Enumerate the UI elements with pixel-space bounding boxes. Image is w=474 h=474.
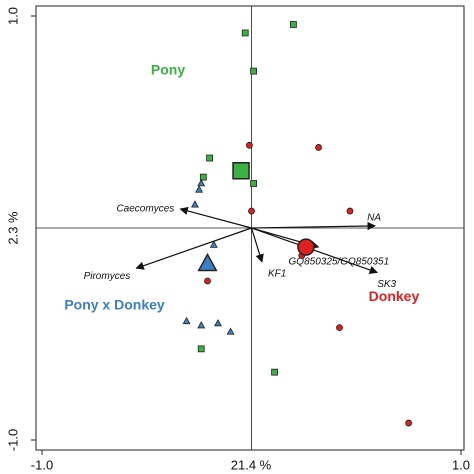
point bbox=[405, 419, 413, 427]
loading-arrow bbox=[251, 221, 376, 231]
loading-label: NA bbox=[367, 213, 381, 224]
loading-label: Piromyces bbox=[84, 271, 131, 282]
group-label: Pony bbox=[151, 61, 185, 77]
centroid bbox=[197, 252, 218, 272]
point bbox=[197, 345, 205, 353]
point bbox=[271, 368, 278, 376]
point bbox=[248, 207, 255, 215]
loading-label: KF1 bbox=[268, 269, 286, 280]
point bbox=[204, 277, 211, 285]
x-axis-label: 21.4 % bbox=[231, 457, 272, 472]
loading-arrow bbox=[251, 227, 378, 274]
point bbox=[250, 67, 257, 75]
point bbox=[195, 185, 204, 193]
point bbox=[289, 21, 297, 28]
y-axis-label: 2.3 % bbox=[5, 211, 20, 245]
loading-label: Caecomyces bbox=[116, 204, 174, 215]
point bbox=[241, 29, 249, 37]
loading-arrow bbox=[250, 227, 264, 263]
loading-arrow bbox=[135, 227, 252, 270]
x-tick-label: -1.0 bbox=[31, 457, 53, 472]
point bbox=[199, 173, 207, 181]
point bbox=[197, 179, 206, 187]
group-label: Donkey bbox=[369, 288, 420, 304]
loading-arrow bbox=[179, 206, 252, 229]
point bbox=[209, 240, 218, 248]
point bbox=[206, 154, 214, 162]
point bbox=[197, 321, 206, 329]
point bbox=[182, 316, 191, 325]
centroid bbox=[297, 238, 315, 256]
loading-label: GQ850325/GQ850351 bbox=[289, 257, 390, 268]
x-tick-label: 1.0 bbox=[452, 457, 470, 472]
point bbox=[346, 207, 354, 215]
point bbox=[315, 144, 322, 151]
y-tick-label: -1.0 bbox=[5, 429, 20, 451]
centroid bbox=[232, 162, 250, 180]
point bbox=[250, 180, 257, 187]
point bbox=[246, 141, 253, 149]
point bbox=[226, 327, 235, 335]
point bbox=[336, 324, 343, 332]
point bbox=[190, 200, 199, 208]
y-tick-label: 1.0 bbox=[5, 7, 20, 25]
point bbox=[214, 318, 222, 327]
group-label: Pony x Donkey bbox=[64, 297, 165, 313]
loading-label: SK3 bbox=[377, 279, 396, 290]
